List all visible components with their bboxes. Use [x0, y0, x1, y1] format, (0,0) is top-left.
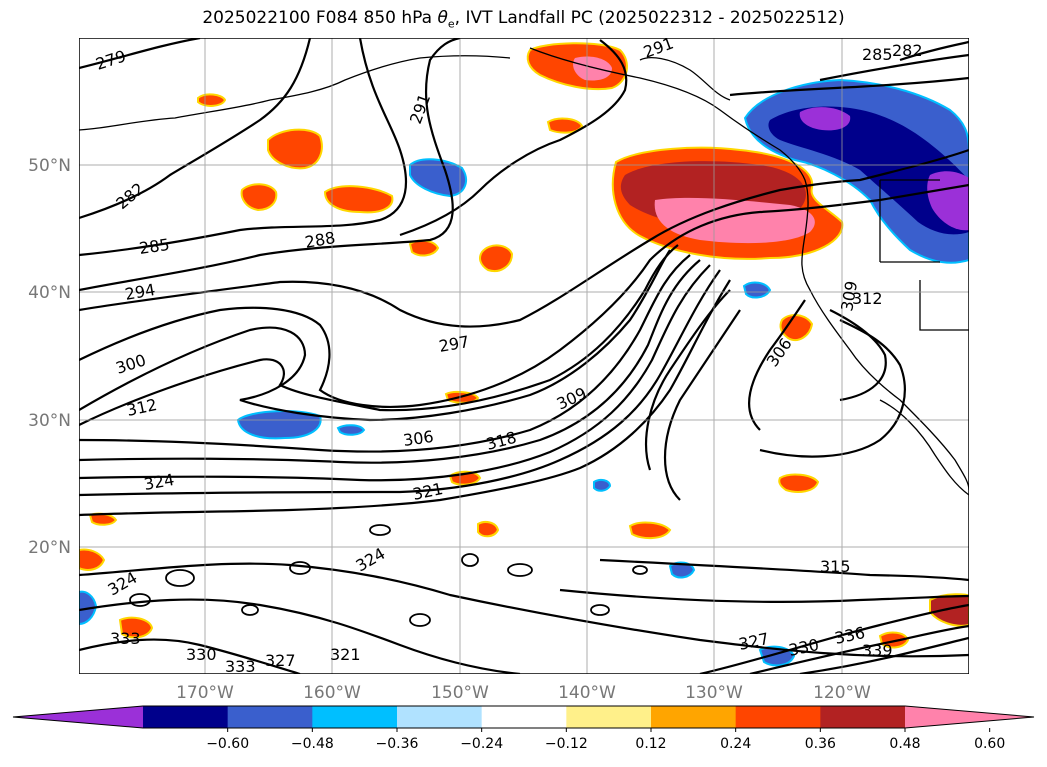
lat-label: 50°N — [28, 156, 71, 176]
colorbar-outline — [12, 705, 1035, 729]
shade-small-5 — [779, 314, 814, 342]
contour-labels: 279 282 285 288 291 291 294 297 300 306 … — [93, 38, 923, 676]
shade-blue-small-5 — [668, 561, 696, 579]
contour-label: 330 — [186, 645, 217, 664]
colorbar-extend-min — [13, 706, 143, 728]
shade-se-corner — [929, 593, 969, 627]
colorbar-bin — [397, 706, 483, 728]
contour-label: 321 — [330, 645, 361, 664]
coastlines — [79, 47, 969, 496]
contour-label: 339 — [862, 641, 893, 660]
contour-label: 312 — [852, 289, 883, 308]
lon-label: 130°W — [685, 683, 743, 703]
colorbar: −0.60 −0.48 −0.36 −0.24 −0.12 0.12 0.24 0.36 0.4… — [12, 705, 1035, 752]
lat-label: 40°N — [28, 283, 71, 303]
theta-e-contours — [79, 38, 969, 674]
longitude-labels: 170°W 160°W 150°W 140°W 130°W 120°W — [176, 683, 871, 703]
colorbar-tick-label: 0.12 — [635, 736, 666, 752]
shade-west-pacific-2 — [240, 183, 278, 212]
contour-label: 333 — [110, 629, 141, 648]
lat-label: 20°N — [28, 538, 71, 558]
colorbar-bin — [481, 706, 567, 728]
contour-label: 315 — [820, 557, 851, 576]
shade-small-7 — [628, 521, 672, 540]
shade-sw-corner — [79, 548, 106, 571]
contour-label: 285 — [862, 45, 893, 64]
shade-blue-small-6 — [593, 478, 612, 492]
latitude-labels: 50°N 40°N 30°N 20°N — [28, 156, 71, 558]
contour-label: 327 — [265, 651, 296, 670]
contour-label: 333 — [225, 657, 256, 676]
shade-west-pacific-3 — [323, 185, 394, 214]
colorbar-tick-label: 0.48 — [889, 736, 920, 752]
lon-label: 150°W — [431, 683, 489, 703]
colorbar-tick-label: −0.48 — [291, 736, 334, 752]
graticule — [79, 38, 969, 674]
colorbar-bin — [312, 706, 398, 728]
contour-label: 282 — [892, 41, 923, 60]
lon-label: 140°W — [558, 683, 616, 703]
colorbar-tick-label: −0.12 — [545, 736, 588, 752]
colorbar-tick-label: −0.24 — [460, 736, 503, 752]
shade-west-blue — [236, 410, 322, 440]
lon-label: 120°W — [813, 683, 871, 703]
lat-label: 30°N — [28, 411, 71, 431]
lon-label: 170°W — [176, 683, 234, 703]
shade-pacific-nw-core — [654, 197, 815, 244]
lon-label: 160°W — [303, 683, 361, 703]
colorbar-tick-label: 0.24 — [720, 736, 751, 752]
colorbar-tick-label: −0.36 — [376, 736, 419, 752]
colorbar-tick-label: 0.60 — [974, 736, 1005, 752]
colorbar-bin — [227, 706, 313, 728]
colorbar-tick-label: −0.60 — [206, 736, 249, 752]
shade-canada-mid — [768, 106, 969, 235]
shade-mid-pacific — [409, 158, 467, 198]
contour-label: 306 — [402, 427, 435, 450]
contour-blobs — [129, 524, 648, 627]
colorbar-bin — [735, 706, 821, 728]
map-title: 2025022100 F084 850 hPa θe, IVT Landfall… — [202, 8, 845, 31]
contour-label: 285 — [138, 235, 171, 258]
colorbar-bin — [820, 706, 906, 728]
shade-south-1 — [477, 521, 500, 538]
shade-blue-small-1 — [336, 424, 366, 436]
colorbar-tick-label: 0.36 — [805, 736, 836, 752]
colorbar-extend-max — [905, 706, 1034, 728]
shade-west-pacific-1 — [267, 128, 323, 170]
shade-small-6 — [778, 473, 820, 493]
shade-small-4 — [479, 244, 514, 272]
shade-west-edge-2 — [118, 616, 154, 639]
shade-blue-small-2 — [742, 281, 772, 299]
shade-gulf-alaska-core — [573, 56, 612, 81]
colorbar-bin — [143, 706, 229, 728]
colorbar-bin — [566, 706, 652, 728]
shade-small-1 — [197, 93, 227, 107]
colorbar-bin — [651, 706, 737, 728]
shade-small-2 — [546, 117, 584, 134]
shade-small-3 — [408, 239, 440, 257]
shade-canada-core2 — [799, 107, 851, 131]
